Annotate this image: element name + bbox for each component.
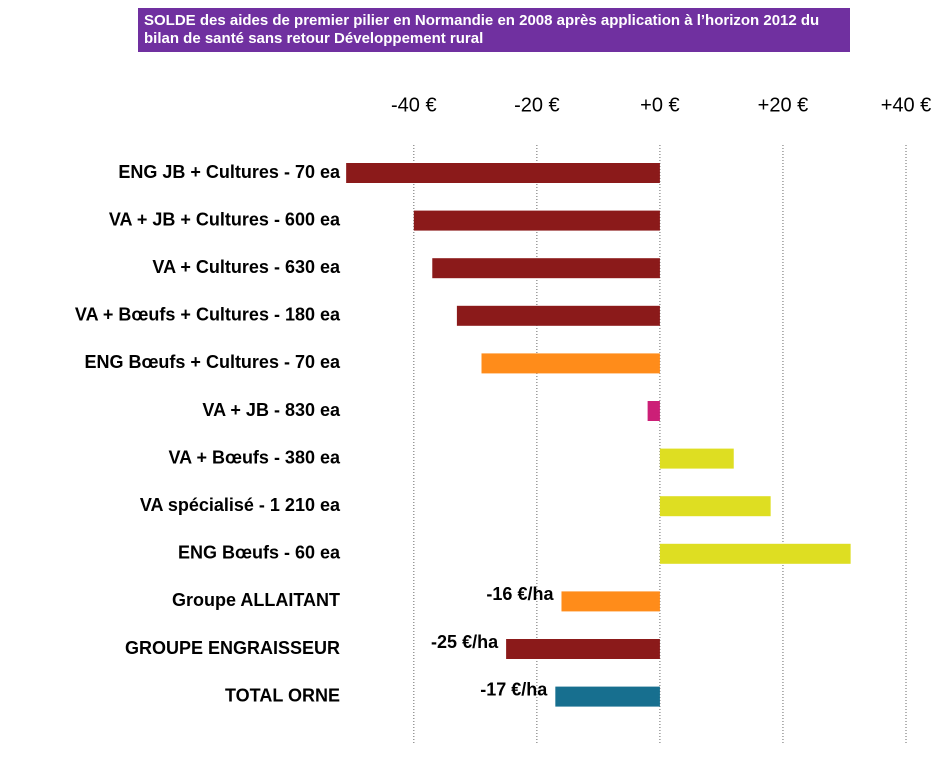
chart-title: SOLDE des aides de premier pilier en Nor… bbox=[138, 8, 850, 52]
data-label: -25 €/ha bbox=[431, 632, 499, 652]
y-tick-label: VA + JB + Cultures - 600 ea bbox=[109, 209, 341, 229]
bar bbox=[481, 353, 660, 374]
y-tick-label: TOTAL ORNE bbox=[225, 685, 340, 705]
bar bbox=[647, 401, 660, 421]
data-label: -17 €/ha bbox=[480, 679, 548, 699]
y-tick-label: VA + Bœufs + Cultures - 180 ea bbox=[75, 305, 341, 325]
bar bbox=[456, 305, 660, 326]
bar bbox=[413, 210, 660, 231]
bar bbox=[432, 258, 660, 279]
bar bbox=[659, 448, 734, 469]
data-label: -16 €/ha bbox=[486, 584, 554, 604]
y-tick-label: GROUPE ENGRAISSEUR bbox=[125, 638, 340, 658]
y-tick-label: ENG JB + Cultures - 70 ea bbox=[118, 162, 341, 182]
bar bbox=[555, 686, 660, 707]
bar bbox=[659, 543, 851, 564]
bar bbox=[561, 591, 660, 612]
x-tick-label: +20 € bbox=[758, 94, 809, 116]
y-tick-label: VA spécialisé - 1 210 ea bbox=[140, 495, 341, 515]
x-tick-label: -20 € bbox=[514, 94, 560, 116]
x-tick-label: +40 € bbox=[881, 94, 932, 116]
bar bbox=[506, 639, 660, 659]
y-tick-label: VA + JB - 830 ea bbox=[202, 400, 341, 420]
y-tick-label: Groupe ALLAITANT bbox=[172, 590, 340, 610]
bar bbox=[346, 163, 660, 183]
y-tick-label: VA + Bœufs - 380 ea bbox=[168, 447, 341, 467]
y-tick-label: ENG Bœufs - 60 ea bbox=[178, 543, 341, 563]
y-tick-label: ENG Bœufs + Cultures - 70 ea bbox=[84, 352, 341, 372]
x-tick-label: +0 € bbox=[640, 94, 679, 116]
bar bbox=[659, 496, 771, 517]
y-tick-label: VA + Cultures - 630 ea bbox=[152, 257, 341, 277]
x-tick-label: -40 € bbox=[391, 94, 437, 116]
